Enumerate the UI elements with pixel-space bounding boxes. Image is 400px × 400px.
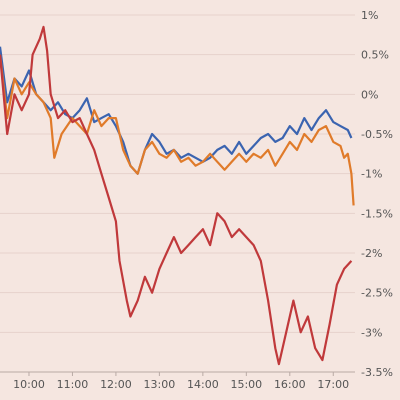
- y-tick-label: -2%: [361, 247, 382, 260]
- series-lines: [0, 25, 355, 366]
- y-tick-label: -1%: [361, 168, 382, 181]
- grid: [0, 14, 355, 373]
- y-tick-label: -0.5%: [361, 128, 393, 141]
- x-tick-label: 11:00: [57, 378, 89, 391]
- y-tick-label: 0.5%: [361, 49, 389, 62]
- y-tick-label: -3%: [361, 326, 382, 339]
- x-axis-ticks: 10:00 11:00 12:00 13:00 14:00 15:00 16:00 17:00: [13, 372, 349, 391]
- x-tick-label: 16:00: [274, 378, 306, 391]
- series-line-1: [0, 54, 355, 206]
- x-tick-label: 13:00: [144, 378, 176, 391]
- y-tick-label: -1.5%: [361, 207, 393, 220]
- x-tick-label: 10:00: [13, 378, 45, 391]
- y-tick-label: 1%: [361, 9, 378, 22]
- y-tick-label: 0%: [361, 88, 378, 101]
- x-tick-label: 12:00: [100, 378, 132, 391]
- x-tick-label: 17:00: [317, 378, 349, 391]
- x-tick-label: 14:00: [187, 378, 219, 391]
- x-tick-label: 15:00: [230, 378, 262, 391]
- y-tick-label: -2.5%: [361, 287, 393, 300]
- y-axis-ticks: 1% 0.5% 0% -0.5% -1% -1.5% -2% -2.5% -3% -3.5%: [361, 9, 393, 379]
- series-line-2: [0, 25, 353, 366]
- y-tick-label: -3.5%: [361, 366, 393, 379]
